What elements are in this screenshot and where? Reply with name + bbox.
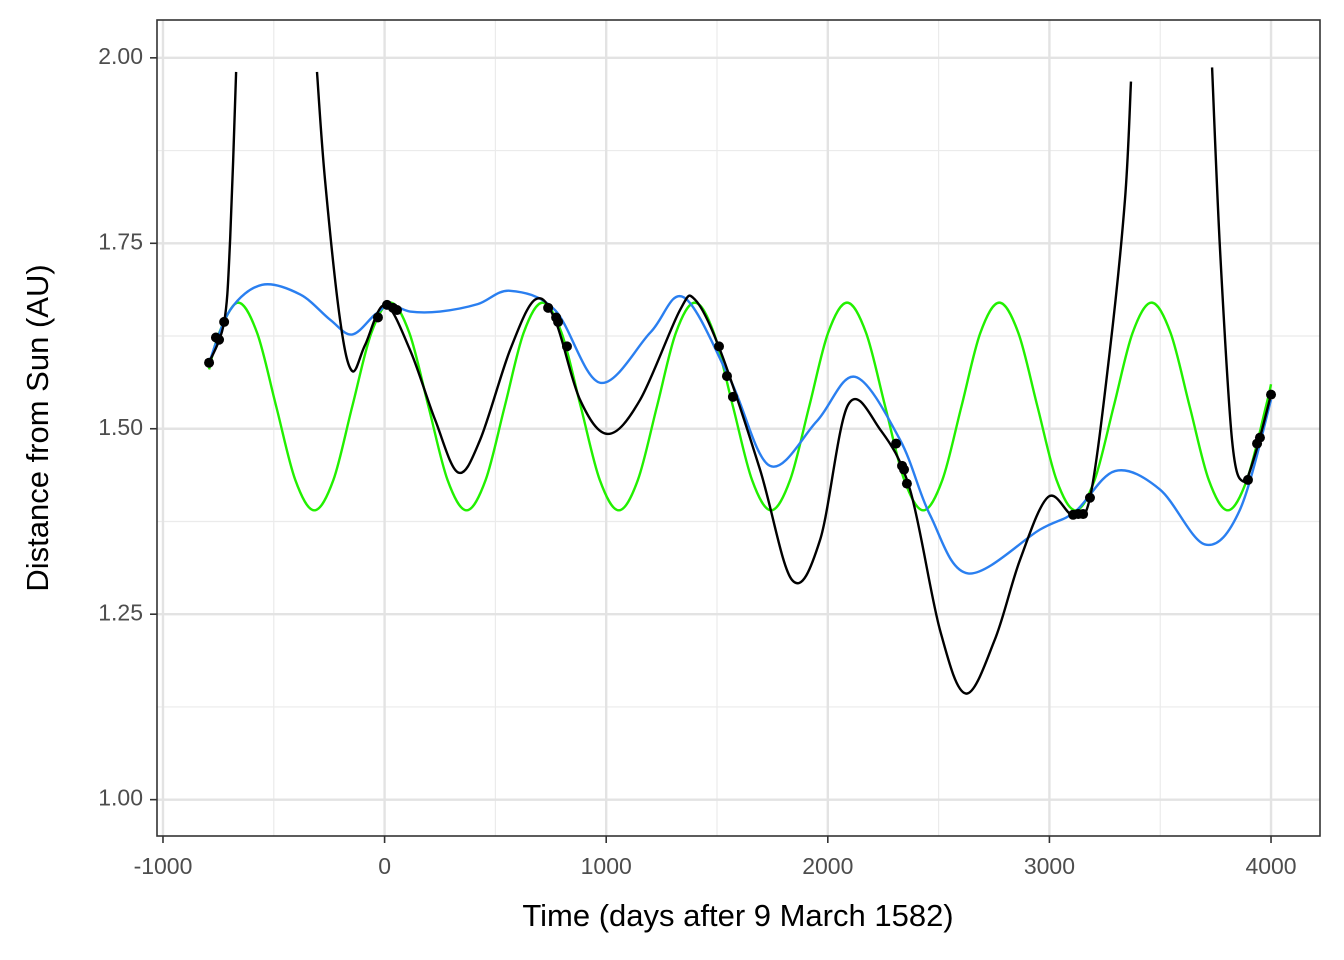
data-point <box>1266 389 1277 400</box>
series-line <box>207 283 1273 575</box>
data-point <box>713 341 724 352</box>
data-point <box>214 334 225 345</box>
data-point <box>901 478 912 489</box>
data-point <box>1242 474 1253 485</box>
data-point <box>899 464 910 475</box>
y-tick-label: 2.00 <box>98 43 143 69</box>
x-tick-label: 2000 <box>802 853 853 879</box>
data-point <box>553 316 564 327</box>
data-point <box>219 316 230 327</box>
data-point <box>392 305 403 316</box>
data-point <box>372 312 383 323</box>
data-point <box>204 357 215 368</box>
axes: -1000 0 1000 2000 3000 4000 1.00 1.25 1.50 1.75 2.… <box>98 43 1296 879</box>
y-tick-label: 1.00 <box>98 785 143 811</box>
x-tick-label: 0 <box>378 853 391 879</box>
data-point <box>891 438 902 449</box>
data-point <box>543 302 554 313</box>
y-tick-label: 1.50 <box>98 414 143 440</box>
data-point <box>1078 509 1089 520</box>
x-tick-label: -1000 <box>134 853 193 879</box>
data-point <box>1084 492 1095 503</box>
y-tick-label: 1.75 <box>98 228 143 254</box>
x-axis-title: Time (days after 9 March 1582) <box>522 898 953 933</box>
data-point <box>561 341 572 352</box>
x-tick-label: 3000 <box>1024 853 1075 879</box>
data-point <box>721 371 732 382</box>
y-axis-title: Distance from Sun (AU) <box>20 264 55 591</box>
plot-area <box>204 67 1277 695</box>
y-tick-label: 1.25 <box>98 599 143 625</box>
data-point <box>727 391 738 402</box>
x-tick-label: 4000 <box>1245 853 1296 879</box>
x-tick-label: 1000 <box>581 853 632 879</box>
data-point <box>1254 432 1265 443</box>
